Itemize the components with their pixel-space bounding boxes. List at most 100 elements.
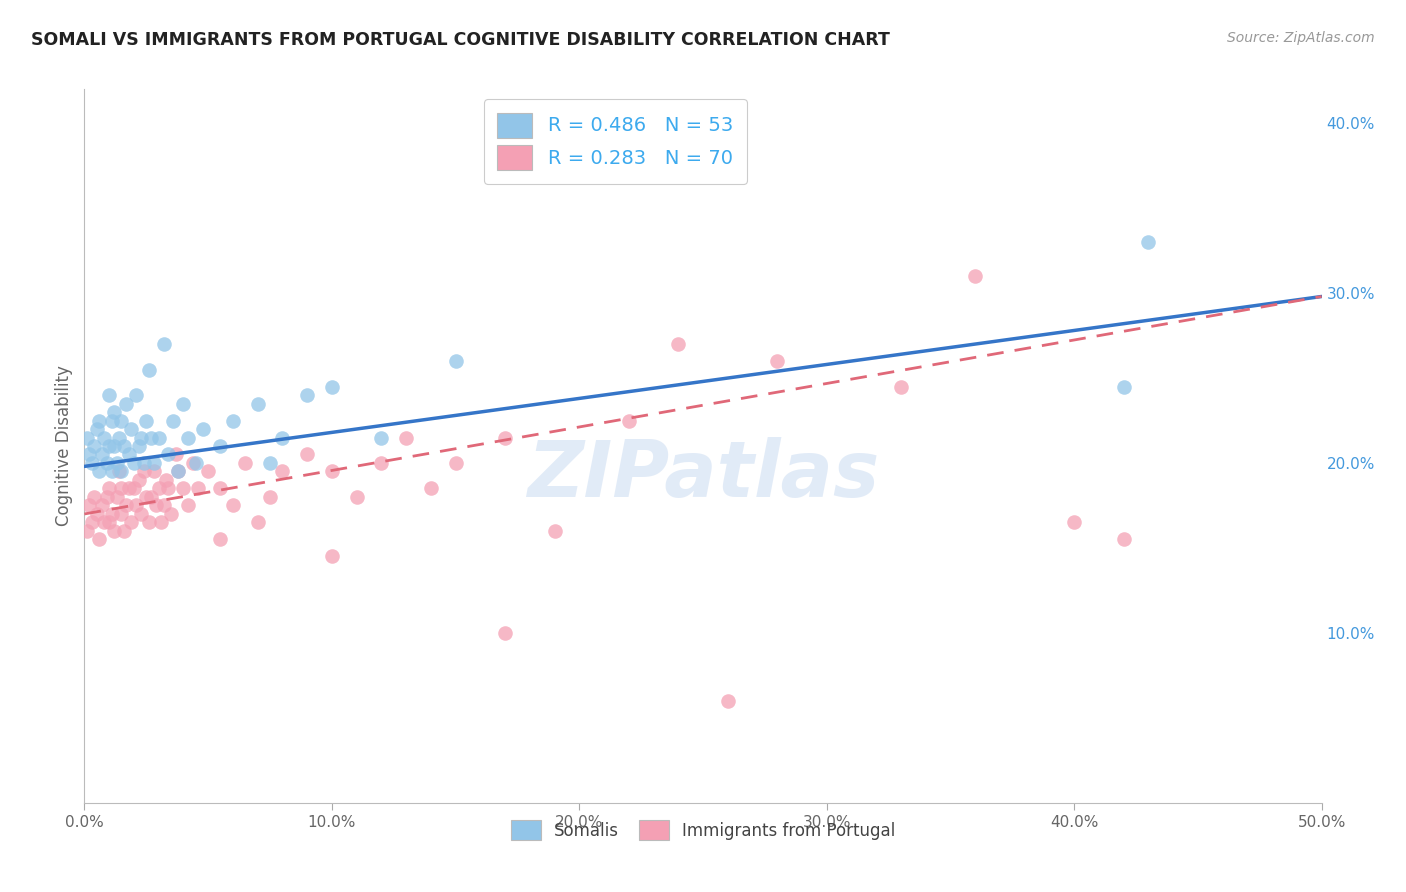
Point	[370, 430, 392, 444]
Point	[419, 482, 441, 496]
Point	[118, 482, 141, 496]
Point	[209, 482, 232, 496]
Point	[181, 456, 204, 470]
Text: SOMALI VS IMMIGRANTS FROM PORTUGAL COGNITIVE DISABILITY CORRELATION CHART: SOMALI VS IMMIGRANTS FROM PORTUGAL COGNI…	[31, 31, 890, 49]
Point	[98, 482, 121, 496]
Point	[177, 499, 200, 513]
Point	[103, 524, 125, 538]
Point	[222, 499, 245, 513]
Legend: Somalis, Immigrants from Portugal: Somalis, Immigrants from Portugal	[502, 812, 904, 848]
Point	[112, 439, 135, 453]
Point	[965, 269, 987, 284]
Point	[128, 473, 150, 487]
Point	[191, 422, 214, 436]
Point	[167, 465, 190, 479]
Point	[295, 448, 318, 462]
Point	[89, 533, 111, 547]
Point	[80, 456, 103, 470]
Point	[105, 490, 128, 504]
Point	[138, 516, 160, 530]
Point	[96, 490, 118, 504]
Point	[90, 499, 112, 513]
Point	[152, 337, 174, 351]
Point	[138, 362, 160, 376]
Point	[150, 516, 173, 530]
Point	[86, 422, 108, 436]
Point	[135, 490, 157, 504]
Point	[1137, 235, 1160, 249]
Point	[233, 456, 256, 470]
Point	[100, 507, 122, 521]
Point	[96, 456, 118, 470]
Point	[98, 516, 121, 530]
Point	[89, 413, 111, 427]
Point	[76, 524, 98, 538]
Point	[157, 448, 180, 462]
Point	[142, 465, 165, 479]
Point	[108, 430, 131, 444]
Point	[142, 456, 165, 470]
Point	[395, 430, 418, 444]
Point	[110, 507, 132, 521]
Point	[271, 465, 294, 479]
Point	[444, 354, 467, 368]
Point	[890, 379, 912, 393]
Point	[93, 516, 115, 530]
Point	[177, 430, 200, 444]
Text: Source: ZipAtlas.com: Source: ZipAtlas.com	[1227, 31, 1375, 45]
Point	[295, 388, 318, 402]
Point	[1063, 516, 1085, 530]
Point	[110, 465, 132, 479]
Point	[76, 430, 98, 444]
Point	[162, 413, 184, 427]
Point	[125, 388, 148, 402]
Point	[370, 456, 392, 470]
Point	[321, 465, 343, 479]
Point	[129, 430, 152, 444]
Point	[321, 379, 343, 393]
Point	[259, 456, 281, 470]
Point	[617, 413, 640, 427]
Point	[141, 430, 163, 444]
Point	[717, 694, 740, 708]
Point	[110, 413, 132, 427]
Point	[98, 388, 121, 402]
Point	[172, 482, 194, 496]
Point	[100, 465, 122, 479]
Y-axis label: Cognitive Disability: Cognitive Disability	[55, 366, 73, 526]
Point	[120, 516, 142, 530]
Point	[118, 448, 141, 462]
Point	[80, 516, 103, 530]
Point	[98, 439, 121, 453]
Point	[79, 499, 101, 513]
Point	[155, 473, 177, 487]
Point	[1112, 379, 1135, 393]
Point	[222, 413, 245, 427]
Point	[246, 396, 269, 410]
Point	[145, 499, 167, 513]
Point	[172, 396, 194, 410]
Point	[125, 499, 148, 513]
Point	[259, 490, 281, 504]
Point	[129, 507, 152, 521]
Point	[209, 439, 232, 453]
Point	[122, 456, 145, 470]
Point	[152, 499, 174, 513]
Point	[141, 490, 163, 504]
Point	[184, 456, 207, 470]
Point	[148, 430, 170, 444]
Point	[115, 396, 138, 410]
Point	[346, 490, 368, 504]
Point	[103, 439, 125, 453]
Point	[89, 465, 111, 479]
Point	[83, 490, 105, 504]
Point	[105, 456, 128, 470]
Point	[187, 482, 209, 496]
Point	[100, 413, 122, 427]
Point	[197, 465, 219, 479]
Point	[246, 516, 269, 530]
Point	[135, 413, 157, 427]
Point	[115, 499, 138, 513]
Point	[93, 430, 115, 444]
Point	[157, 482, 180, 496]
